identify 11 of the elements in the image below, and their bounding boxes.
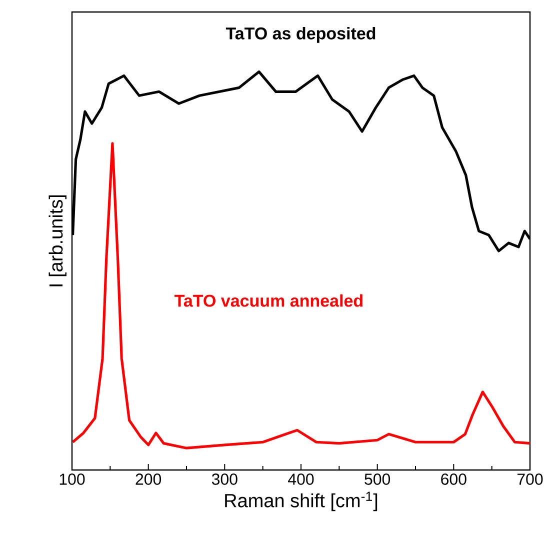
text: TaTO as deposited bbox=[226, 26, 376, 43]
x-tick-label: 600 bbox=[441, 474, 466, 485]
x-tick-label: 100 bbox=[60, 474, 85, 485]
x-tick-label: 400 bbox=[288, 474, 314, 485]
y-axis-title: I [arb.units] bbox=[48, 195, 66, 286]
x-axis-title: Raman shift [cm$^{-1}$] bbox=[225, 492, 378, 512]
x-tick-label: 700 bbox=[517, 474, 543, 485]
x-tick-label: 500 bbox=[364, 474, 390, 485]
x-tick-label: 300 bbox=[212, 474, 238, 485]
x-tick-label: 200 bbox=[136, 474, 162, 485]
text: TaTO vacuum annealed bbox=[174, 294, 362, 307]
